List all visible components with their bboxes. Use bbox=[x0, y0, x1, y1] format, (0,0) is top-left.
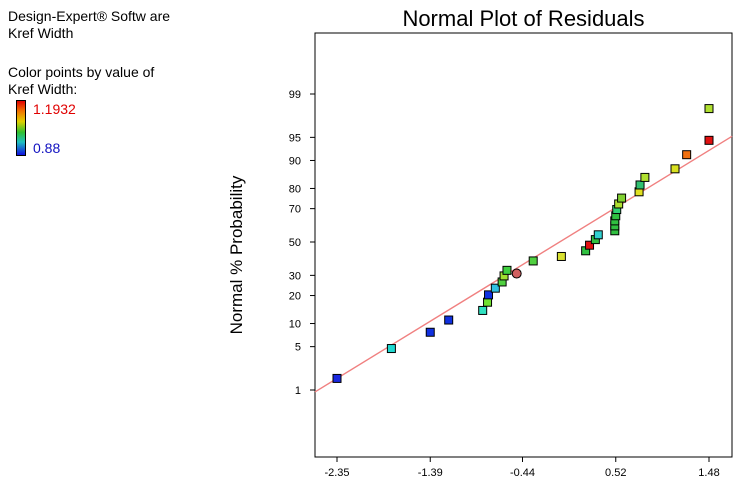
data-point bbox=[635, 180, 645, 190]
data-point bbox=[617, 193, 627, 203]
x-tick-label: -1.39 bbox=[418, 467, 443, 479]
data-point bbox=[386, 344, 396, 354]
data-point bbox=[425, 327, 435, 337]
y-tick-label: 1 bbox=[295, 385, 301, 397]
x-tick-label: -2.35 bbox=[324, 467, 349, 479]
data-point bbox=[682, 150, 692, 160]
y-tick-label: 50 bbox=[289, 237, 301, 249]
y-tick-label: 90 bbox=[289, 155, 301, 167]
y-tick-label: 10 bbox=[289, 319, 301, 331]
y-tick-label: 80 bbox=[289, 183, 301, 195]
data-point bbox=[704, 135, 714, 145]
data-point bbox=[585, 240, 595, 250]
color-caption-factor: Kref Width: bbox=[8, 81, 78, 97]
data-point bbox=[556, 251, 566, 261]
data-point bbox=[670, 164, 680, 174]
color-caption: Color points by value of bbox=[8, 64, 155, 80]
chart-title: Normal Plot of Residuals bbox=[402, 6, 644, 31]
color-high-value: 1.1932 bbox=[33, 101, 76, 117]
data-point bbox=[478, 305, 488, 315]
data-point bbox=[332, 373, 342, 383]
data-point bbox=[528, 256, 538, 266]
data-point bbox=[704, 104, 714, 114]
color-low-value: 0.88 bbox=[33, 140, 61, 156]
data-point bbox=[483, 297, 493, 307]
y-tick-label: 99 bbox=[289, 89, 301, 101]
y-tick-label: 95 bbox=[289, 132, 301, 144]
data-point-highlighted bbox=[511, 268, 522, 279]
y-axis-label: Normal % Probability bbox=[227, 175, 246, 334]
y-tick-label: 30 bbox=[289, 270, 301, 282]
x-tick-label: -0.44 bbox=[510, 467, 535, 479]
fit-line bbox=[314, 135, 733, 393]
color-gradient-bar bbox=[16, 100, 26, 156]
x-tick-label: 0.52 bbox=[605, 467, 626, 479]
data-point bbox=[593, 230, 603, 240]
data-point bbox=[484, 290, 494, 300]
factor-name: Kref Width bbox=[8, 25, 74, 41]
data-point bbox=[490, 283, 500, 293]
y-tick-label: 5 bbox=[295, 342, 301, 354]
data-point bbox=[502, 265, 512, 275]
x-tick-label: 1.48 bbox=[698, 467, 719, 479]
plot-frame bbox=[314, 32, 733, 458]
data-point bbox=[640, 172, 650, 182]
y-tick-label: 20 bbox=[289, 291, 301, 303]
y-tick-label: 70 bbox=[289, 204, 301, 216]
app-name: Design-Expert® Softw are bbox=[8, 8, 171, 24]
data-point bbox=[444, 315, 454, 325]
